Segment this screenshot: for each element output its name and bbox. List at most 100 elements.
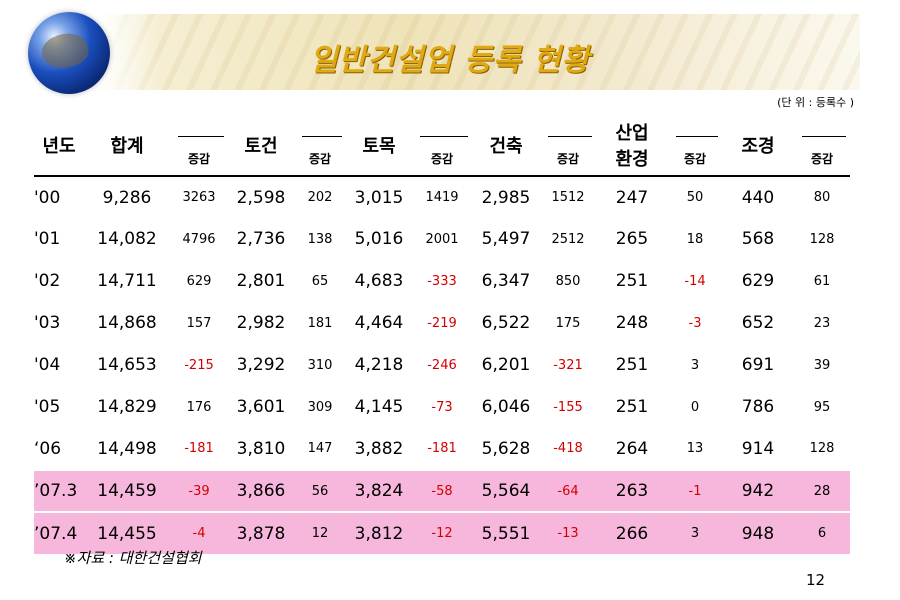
change-cell: 23: [813, 315, 831, 331]
value-cell: 3,292: [236, 355, 286, 375]
value-cell: 251: [615, 397, 649, 417]
change-cell: 1419: [425, 190, 459, 205]
value-cell: 14,653: [97, 355, 157, 375]
change-cell: 65: [311, 273, 329, 289]
value-cell: 3,824: [346, 470, 412, 512]
change-cell: 309: [307, 399, 333, 415]
change-cell: -219: [427, 315, 457, 331]
value-cell: 2,736: [236, 229, 286, 249]
change-cell: -13: [540, 512, 596, 554]
change-cell: -64: [540, 470, 596, 512]
value-cell: 5,497: [481, 229, 531, 249]
table-header-row: 년도 합계 증감 토건 증감 토목 증감 건축 증감 산업 환경 증감 조경 증…: [34, 115, 850, 177]
value-cell: 6,347: [481, 271, 531, 291]
change-cell: 181: [307, 315, 333, 331]
change-cell: 629: [186, 273, 212, 289]
value-cell: 4,145: [354, 397, 404, 417]
value-cell: 5,551: [472, 512, 540, 554]
globe-icon: [28, 12, 110, 94]
value-cell: 14,498: [97, 438, 157, 459]
value-cell: 2,982: [236, 313, 286, 333]
change-cell: 3: [690, 357, 700, 373]
value-cell: 4,683: [354, 271, 404, 291]
value-cell: 248: [615, 313, 649, 333]
change-cell: 0: [690, 399, 700, 415]
value-cell: 691: [741, 355, 775, 375]
change-cell: 6: [794, 512, 850, 554]
change-cell: 128: [809, 441, 835, 456]
value-cell: 3,878: [228, 512, 294, 554]
value-cell: 9,286: [102, 187, 152, 208]
change-cell: 138: [307, 231, 333, 247]
change-cell: 3263: [182, 190, 216, 205]
value-cell: 266: [596, 512, 668, 554]
col-civil: 토목: [346, 115, 412, 177]
change-cell: 850: [555, 273, 581, 289]
col-building: 건축: [472, 115, 540, 177]
change-cell: 147: [307, 441, 333, 456]
change-cell: 1512: [551, 190, 585, 205]
year-cell: '00: [34, 187, 61, 208]
change-cell: 157: [186, 315, 212, 331]
year-cell: ’07.3: [34, 470, 84, 512]
value-cell: 14,829: [97, 397, 157, 417]
value-cell: 14,455: [84, 512, 170, 554]
value-cell: 629: [741, 271, 775, 291]
value-cell: 3,015: [354, 187, 404, 208]
value-cell: 5,628: [481, 438, 531, 459]
value-cell: 14,082: [97, 229, 157, 249]
value-cell: 440: [741, 187, 775, 208]
year-cell: ’07.4: [34, 512, 84, 554]
change-cell: 176: [186, 399, 212, 415]
year-cell: ‘06: [34, 438, 62, 459]
table-row: ’07.3 14,459 -39 3,866 56 3,824 -58 5,564 -64 263…: [34, 470, 850, 512]
change-cell: -155: [553, 399, 583, 415]
table-row: '02 14,711 629 2,801 65 4,683 -333 6,347 850 251 -…: [34, 260, 850, 302]
change-cell: -3: [688, 315, 702, 331]
change-cell: -181: [427, 441, 457, 456]
year-cell: '03: [34, 313, 61, 333]
col-change-industrial-env: 증감: [668, 115, 722, 177]
value-cell: 6,522: [481, 313, 531, 333]
col-industrial-env-line2: 환경: [615, 149, 649, 170]
change-cell: -58: [412, 470, 472, 512]
value-cell: 247: [615, 187, 649, 208]
change-cell: -333: [427, 273, 457, 289]
value-cell: 3,866: [228, 470, 294, 512]
change-cell: -246: [427, 357, 457, 373]
change-cell: 80: [813, 190, 831, 205]
change-cell: 18: [686, 231, 704, 247]
value-cell: 265: [615, 229, 649, 249]
value-cell: 251: [615, 355, 649, 375]
change-cell: -73: [431, 399, 453, 415]
value-cell: 263: [596, 470, 668, 512]
value-cell: 4,464: [354, 313, 404, 333]
year-cell: '01: [34, 229, 61, 249]
value-cell: 4,218: [354, 355, 404, 375]
value-cell: 568: [741, 229, 775, 249]
value-cell: 5,564: [472, 470, 540, 512]
value-cell: 14,459: [84, 470, 170, 512]
value-cell: 3,812: [346, 512, 412, 554]
col-change-general-civil: 증감: [294, 115, 346, 177]
change-cell: -39: [170, 470, 228, 512]
change-cell: 95: [813, 399, 831, 415]
col-total: 합계: [84, 115, 170, 177]
value-cell: 3,601: [236, 397, 286, 417]
value-cell: 14,711: [97, 271, 157, 291]
change-cell: -181: [184, 441, 214, 456]
value-cell: 3,882: [354, 438, 404, 459]
table-row: '01 14,082 4796 2,736 138 5,016 2001 5,497 2512 2…: [34, 218, 850, 260]
change-cell: 61: [813, 273, 831, 289]
value-cell: 914: [741, 438, 775, 459]
col-landscape: 조경: [722, 115, 794, 177]
value-cell: 264: [615, 438, 649, 459]
change-cell: 56: [294, 470, 346, 512]
change-cell: 12: [294, 512, 346, 554]
value-cell: 14,868: [97, 313, 157, 333]
value-cell: 3,810: [236, 438, 286, 459]
page-title: 일반건설업 등록 현황: [309, 43, 591, 78]
world-map-background: [100, 14, 860, 90]
change-cell: 2001: [425, 231, 459, 247]
change-cell: 310: [307, 357, 333, 373]
